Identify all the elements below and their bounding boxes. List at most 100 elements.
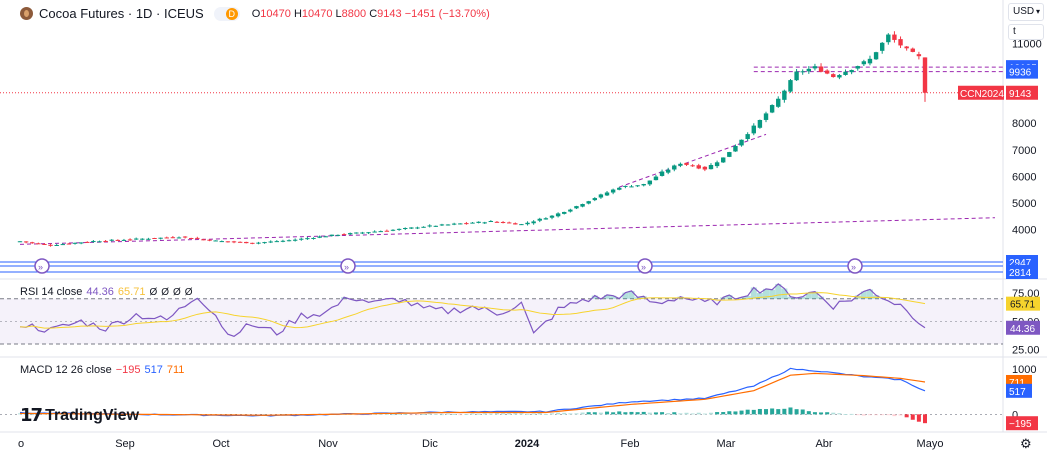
ohlc-values: O10470 H10470 L8800 C9143 −1451 (−13.70%… [251,7,490,20]
candle-body [659,171,665,176]
candle-body [763,113,769,120]
candle-body [348,233,353,235]
delayed-badge-icon: D [225,7,238,20]
event-marker-icon [637,258,653,274]
eye-icon[interactable]: Ø [149,286,158,298]
macd-tag-value: 517 [1009,387,1026,398]
candle-body [500,222,506,224]
candle-body [213,240,218,242]
candle-body [904,46,909,49]
macd-histogram-bar [770,408,775,415]
unit-select[interactable]: t [1008,24,1044,40]
tradingview-logo[interactable]: 17 TradingView [20,405,139,426]
x-tick-label: Mayo [917,438,944,450]
currency-select[interactable]: USD ▾ [1008,3,1044,21]
candle-body [470,222,475,224]
chart-title[interactable]: Cocoa Futures · 1D · ICEUS [39,6,204,21]
candle-body [292,239,298,241]
candle-body [562,211,567,214]
candle-body [85,241,90,243]
eye-icon[interactable]: Ø [184,286,193,298]
candle-body [873,52,879,60]
macd-histogram-bar [837,413,842,415]
candle-body [684,162,689,165]
macd-histogram-bar [782,408,787,415]
rsi-value: 44.36 [86,286,114,298]
macd-histogram-bar [605,411,610,415]
candle-body [464,223,469,225]
eye-icon[interactable]: Ø [173,286,181,298]
candle-body [317,236,322,238]
candle-body [115,239,121,241]
rsi-y-tick: 25.00 [1012,345,1040,357]
candle-body [329,234,335,236]
candle-body [225,241,231,243]
macd-histogram-bar [537,412,542,415]
x-tick-label: Mar [717,438,736,450]
candle-body [127,239,133,241]
macd-histogram-bar [427,413,432,415]
tradingview-logo-icon: 17 [20,405,43,426]
candle-body [824,70,830,74]
candle-body [794,71,799,81]
candle-body [182,236,188,238]
macd-histogram-bar [562,412,567,415]
signal-value: 711 [166,364,185,376]
candle-body [286,240,292,242]
candle-body [922,57,928,93]
candle-body [788,80,793,92]
macd-histogram-bar [690,413,695,415]
macd-histogram-bar [672,412,677,415]
macd-histogram-bar [886,414,891,416]
candle-body [54,244,59,246]
macd-histogram-bar [617,411,622,415]
macd-histogram-bar [684,412,689,415]
candle-body [568,209,573,212]
eye-icon[interactable]: Ø [161,286,169,298]
candle-body [427,225,432,227]
candle-body [231,241,237,243]
candle-body [782,90,787,100]
macd-value: 517 [144,364,163,376]
candle-body [831,74,836,78]
event-marker-icon [34,258,50,274]
chevron-down-icon: ▾ [1035,7,1040,16]
rsi-legend[interactable]: RSI 14 close 44.36 65.71 Ø Ø Ø Ø [20,286,193,298]
candle-body [60,244,66,246]
rsi-tag-value: 44.36 [1010,324,1035,335]
candle-body [910,48,915,52]
gear-icon[interactable]: ⚙ [1020,436,1032,451]
candle-body [170,237,176,239]
candle-body [97,241,102,243]
candle-body [665,169,671,173]
macd-histogram-bar [843,414,848,415]
macd-histogram-bar [452,414,457,415]
price-tag-value: 9143 [1009,89,1032,100]
candle-body [48,244,53,246]
candle-body [849,69,854,73]
candle-body [610,189,616,193]
candle-body [42,243,47,245]
y-tick-label: 7000 [1012,145,1036,157]
macd-histogram-bar [556,412,561,415]
macd-histogram-bar [433,413,438,415]
macd-legend[interactable]: MACD 12 26 close −195 517 711 [20,364,184,376]
candle-body [812,66,818,69]
candle-body [543,218,549,220]
candle-body [714,162,720,167]
candle-body [176,237,182,239]
candle-body [78,242,84,244]
symbol-price-tag [958,85,1004,100]
macd-histogram-bar [629,411,634,415]
candle-body [537,218,542,221]
data-feed-badge[interactable]: D [213,6,240,21]
candle-body [574,206,579,209]
macd-histogram-bar [482,413,487,415]
macd-histogram-bar [439,414,444,416]
rsi-ma-value: 65.71 [117,286,146,298]
candle-body [396,228,402,230]
candle-body [268,241,273,243]
macd-histogram-bar [745,409,750,415]
